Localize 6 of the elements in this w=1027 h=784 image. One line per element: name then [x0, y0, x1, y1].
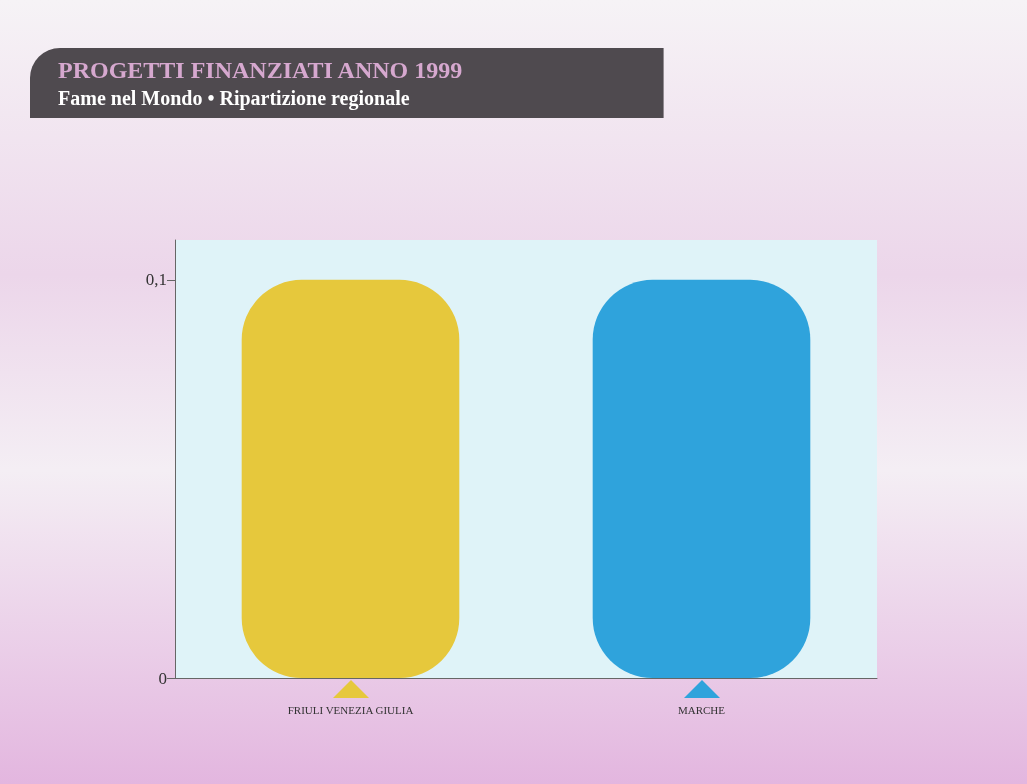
y-tick-label: 0 [158, 668, 167, 688]
y-tick-label: 0,1 [145, 270, 167, 290]
x-tick-label: MARCHE [677, 703, 726, 716]
x-tick-label: FRIULI VENEZIA GIULIA [287, 703, 414, 716]
chart-title: PROGETTI FINANZIATI ANNO 1999 [58, 57, 463, 83]
chart-subtitle: Fame nel Mondo • Ripartizione regionale [58, 87, 410, 110]
